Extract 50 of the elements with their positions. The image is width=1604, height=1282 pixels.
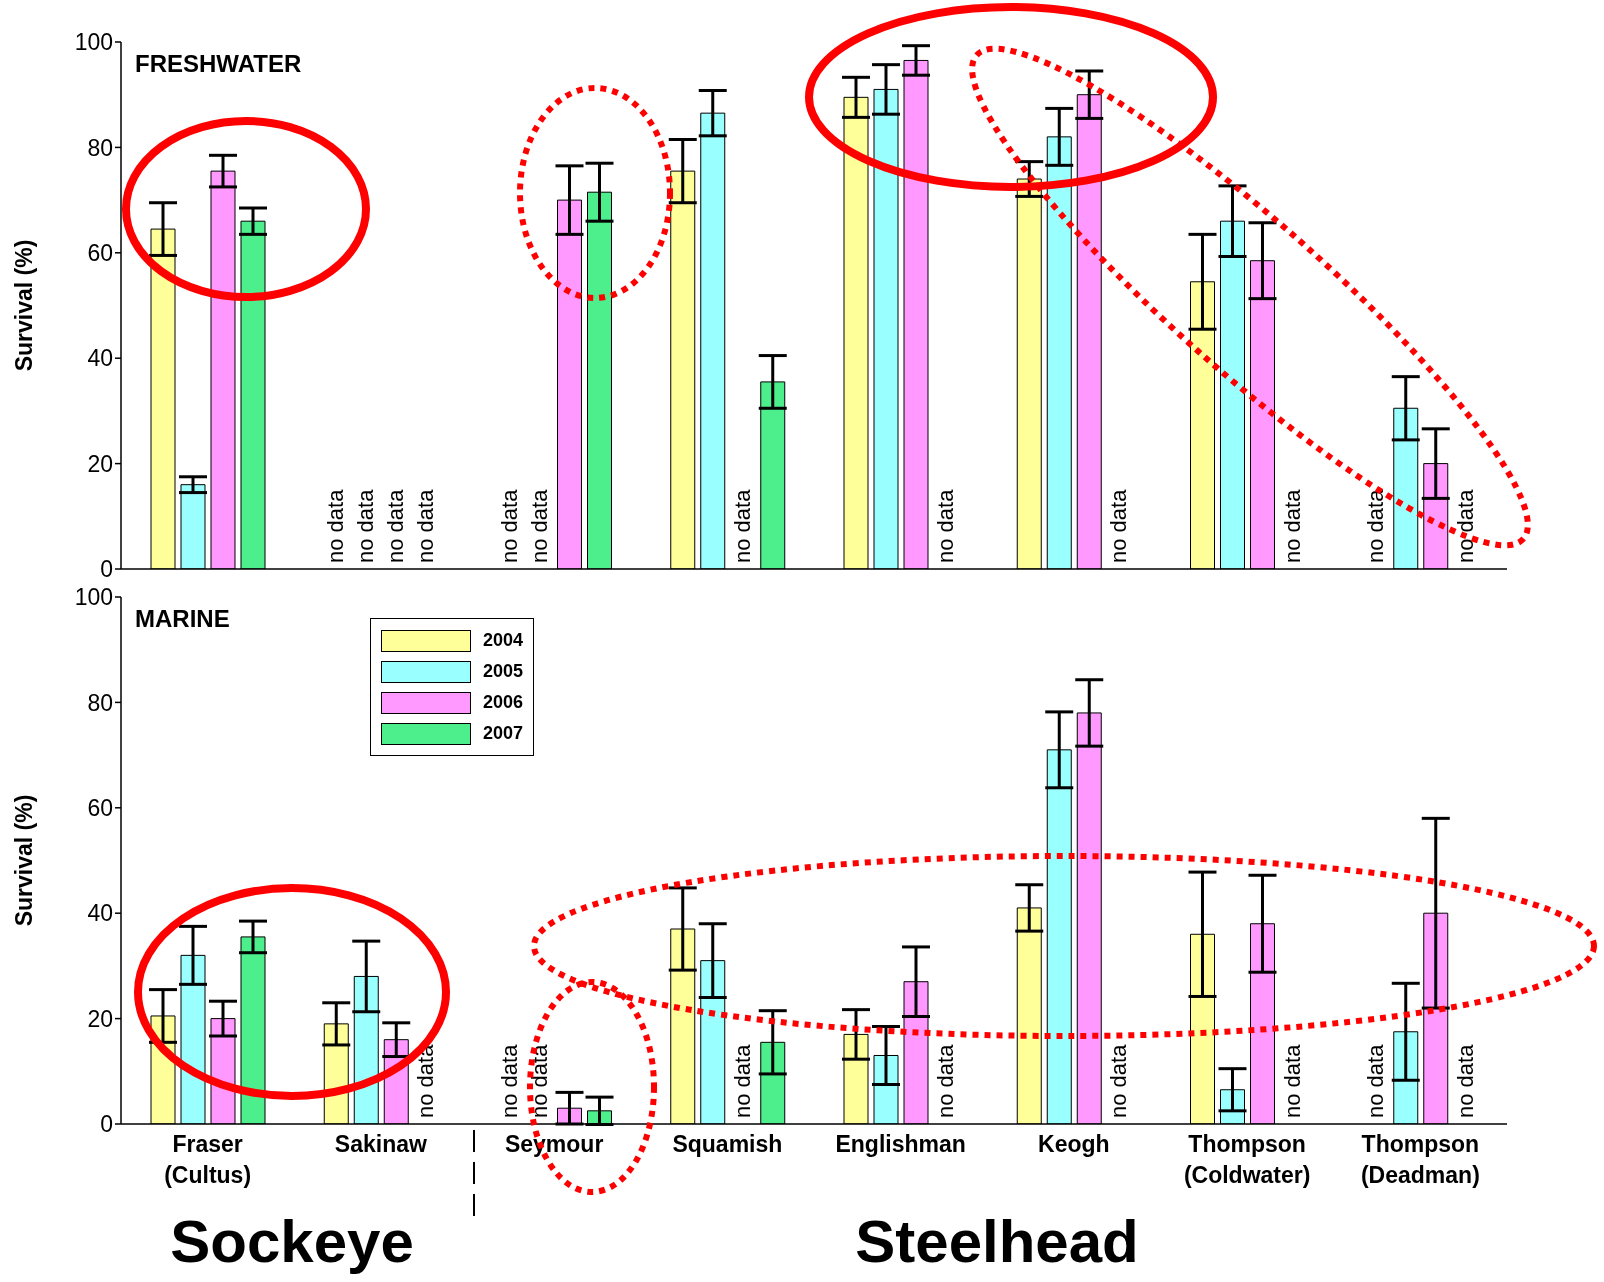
text: no data <box>323 489 349 563</box>
text: no data <box>729 489 755 563</box>
text: Steelhead <box>855 1208 1139 1275</box>
x-tick-label: Sakinaw <box>334 1131 428 1157</box>
y-axis-title: Survival (%) <box>11 239 37 372</box>
y-tick-label: 40 <box>87 900 113 927</box>
text: no data <box>1452 1044 1478 1118</box>
x-tick-label: Thompson (Coldwater) <box>1183 1131 1311 1188</box>
text: no data <box>729 1044 755 1118</box>
text: no data <box>353 489 379 563</box>
x-tick-label: Squamish <box>672 1131 783 1157</box>
chart-title: FRESHWATER <box>135 50 302 77</box>
chart-title: MARINE <box>135 605 230 632</box>
y-tick-label: 80 <box>87 689 113 716</box>
text: no data <box>526 1044 552 1118</box>
text: no data <box>1106 1044 1132 1118</box>
text: no data <box>1279 1044 1305 1118</box>
legend-label: 2004 <box>483 630 524 651</box>
legend-label: 2006 <box>483 692 524 713</box>
x-tick-label: Seymour <box>504 1131 604 1157</box>
text: no data <box>1362 489 1388 563</box>
text: no data <box>1279 489 1305 563</box>
y-tick-label: 20 <box>87 450 113 477</box>
text: no data <box>1452 489 1478 563</box>
text: no data <box>1106 489 1132 563</box>
y-tick-label: 40 <box>87 345 113 372</box>
y-tick-label: 20 <box>87 1005 113 1032</box>
y-tick-label: 60 <box>87 794 113 821</box>
text: no data <box>933 1044 959 1118</box>
y-tick-label: 0 <box>100 556 113 583</box>
text: no data <box>933 489 959 563</box>
y-tick-label: 0 <box>100 1111 113 1138</box>
legend-label: 2005 <box>483 661 524 682</box>
y-tick-label: 100 <box>74 584 113 611</box>
text: no data <box>526 489 552 563</box>
text: no data <box>496 489 522 563</box>
text: no data <box>383 489 409 563</box>
y-tick-label: 60 <box>87 239 113 266</box>
y-axis-title: Survival (%) <box>11 794 37 927</box>
x-tick-label: Keogh <box>1038 1131 1110 1157</box>
text: no data <box>1362 1044 1388 1118</box>
text: no data <box>413 489 439 563</box>
y-tick-label: 80 <box>87 134 113 161</box>
y-tick-label: 100 <box>74 29 113 56</box>
legend-label: 2007 <box>483 723 524 744</box>
x-tick-label: Fraser (Cultus) <box>164 1131 252 1188</box>
text: no data <box>496 1044 522 1118</box>
text: Sockeye <box>170 1208 414 1275</box>
x-tick-label: Thompson (Deadman) <box>1360 1131 1480 1188</box>
x-tick-label: Englishman <box>835 1131 966 1157</box>
